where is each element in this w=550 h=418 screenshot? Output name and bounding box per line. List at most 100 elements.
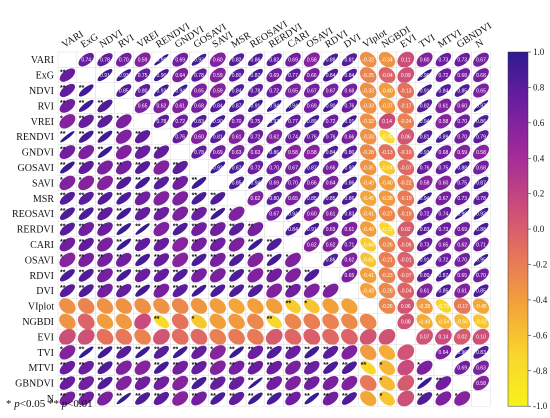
- correlation-ellipse: [341, 99, 358, 113]
- matrix-cell: -0.35: [358, 159, 378, 176]
- correlation-value: 0.60: [213, 58, 223, 64]
- correlation-ellipse: [172, 252, 189, 268]
- correlation-ellipse: [190, 298, 208, 314]
- correlation-ellipse: [304, 191, 320, 205]
- significance-stars: *: [60, 347, 63, 354]
- matrix-cell: *: [114, 128, 134, 145]
- matrix-cell: 0.69: [264, 174, 284, 191]
- correlation-value: 0.72: [439, 258, 449, 264]
- matrix-cell: **: [95, 359, 115, 376]
- matrix-cell: [302, 251, 322, 268]
- correlation-ellipse: [229, 253, 245, 267]
- correlation-ellipse: [210, 161, 226, 174]
- correlation-ellipse: [417, 146, 432, 159]
- matrix-cell: 0.80: [264, 190, 284, 207]
- significance-stars: **: [248, 239, 254, 246]
- matrix-cell: **: [76, 375, 96, 391]
- correlation-ellipse: [191, 68, 207, 82]
- significance-stars: **: [60, 239, 66, 246]
- correlation-ellipse: [172, 206, 189, 221]
- correlation-ellipse: [285, 252, 301, 268]
- significance-stars: *: [60, 177, 63, 184]
- significance-stars: *: [98, 239, 101, 246]
- matrix-cell: 0.96: [452, 344, 472, 361]
- correlation-value: -0.32: [362, 58, 374, 64]
- significance-stars: **: [210, 239, 216, 246]
- matrix-cell: **: [76, 82, 96, 99]
- significance-stars: *: [229, 239, 232, 246]
- matrix-cell: 0.64: [321, 174, 341, 191]
- correlation-ellipse: [135, 176, 150, 190]
- correlation-value: 0.68: [476, 73, 486, 79]
- matrix-cell: **: [132, 128, 153, 145]
- correlation-ellipse: [228, 68, 245, 82]
- correlation-ellipse: [191, 176, 207, 189]
- correlation-ellipse: [435, 391, 452, 406]
- matrix-cell: *: [377, 359, 397, 376]
- matrix-cell: 0.87: [302, 159, 322, 176]
- matrix-cell: *: [245, 251, 265, 268]
- matrix-cell: 0.70: [264, 159, 284, 176]
- correlation-ellipse: [209, 222, 226, 237]
- correlation-ellipse: [229, 268, 245, 282]
- correlation-value: 0.93: [476, 212, 486, 218]
- correlation-ellipse: [341, 268, 358, 283]
- correlation-ellipse: [378, 236, 396, 253]
- matrix-cell: 0.61: [339, 221, 359, 237]
- correlation-ellipse: [115, 160, 132, 175]
- matrix-cell: *: [264, 282, 284, 299]
- matrix-cell: **: [245, 236, 265, 253]
- matrix-cell: -0.64: [377, 159, 397, 176]
- correlation-ellipse: [397, 82, 415, 99]
- correlation-ellipse: [303, 144, 320, 160]
- correlation-ellipse: [303, 313, 321, 330]
- correlation-ellipse: [473, 314, 489, 329]
- matrix-cell: 0.58: [302, 51, 322, 68]
- correlation-value: -0.33: [362, 104, 374, 110]
- matrix-cell: 0.86: [321, 251, 341, 268]
- matrix-cell: [76, 67, 96, 84]
- threshold-001: <0.01: [67, 398, 93, 410]
- matrix-cell: **: [339, 359, 359, 376]
- correlation-value: 0.84: [288, 227, 298, 233]
- matrix-cell: 0.62: [151, 97, 171, 114]
- correlation-ellipse: [341, 313, 358, 330]
- correlation-ellipse: [266, 360, 282, 375]
- correlation-value: 0.60: [439, 181, 449, 187]
- correlation-value: -0.28: [362, 150, 374, 156]
- matrix-cell: [358, 313, 378, 330]
- correlation-ellipse: [284, 328, 302, 345]
- correlation-value: 0.81: [420, 135, 430, 141]
- correlation-value: -0.41: [362, 273, 374, 279]
- significance-stars: *: [98, 393, 101, 400]
- correlation-value: 0.58: [420, 181, 430, 187]
- correlation-value: 0.68: [345, 88, 355, 94]
- significance-stars: **: [116, 162, 122, 169]
- correlation-value: 0.73: [420, 242, 430, 248]
- row-label: OSAVI: [25, 255, 54, 266]
- correlation-value: -0.40: [362, 227, 374, 233]
- matrix-cell: 0.60: [302, 205, 322, 222]
- correlation-ellipse: [473, 237, 489, 252]
- matrix-cell: 0.73: [452, 51, 472, 68]
- correlation-ellipse: [210, 376, 226, 390]
- matrix-cell: -0.37: [377, 97, 397, 114]
- correlation-ellipse: [191, 222, 207, 236]
- correlation-value: 0.91: [420, 258, 430, 264]
- matrix-cell: 0.58: [415, 174, 435, 191]
- matrix-cell: 0.93: [471, 205, 491, 222]
- correlation-value: 0.93: [213, 165, 223, 171]
- matrix-cell: 0.62: [302, 236, 322, 253]
- matrix-cell: -0.34: [377, 51, 397, 68]
- matrix-cell: 0.81: [208, 128, 228, 145]
- correlation-ellipse: [360, 252, 377, 268]
- correlation-value: 0.78: [476, 196, 486, 202]
- significance-stars: **: [135, 208, 141, 215]
- matrix-cell: 0.86: [264, 144, 284, 160]
- significance-stars: **: [192, 223, 198, 230]
- significance-stars: **: [79, 193, 85, 200]
- correlation-value: -0.33: [362, 135, 374, 141]
- correlation-ellipse: [435, 130, 451, 143]
- correlation-ellipse: [153, 237, 170, 252]
- correlation-value: 0.85: [119, 88, 129, 94]
